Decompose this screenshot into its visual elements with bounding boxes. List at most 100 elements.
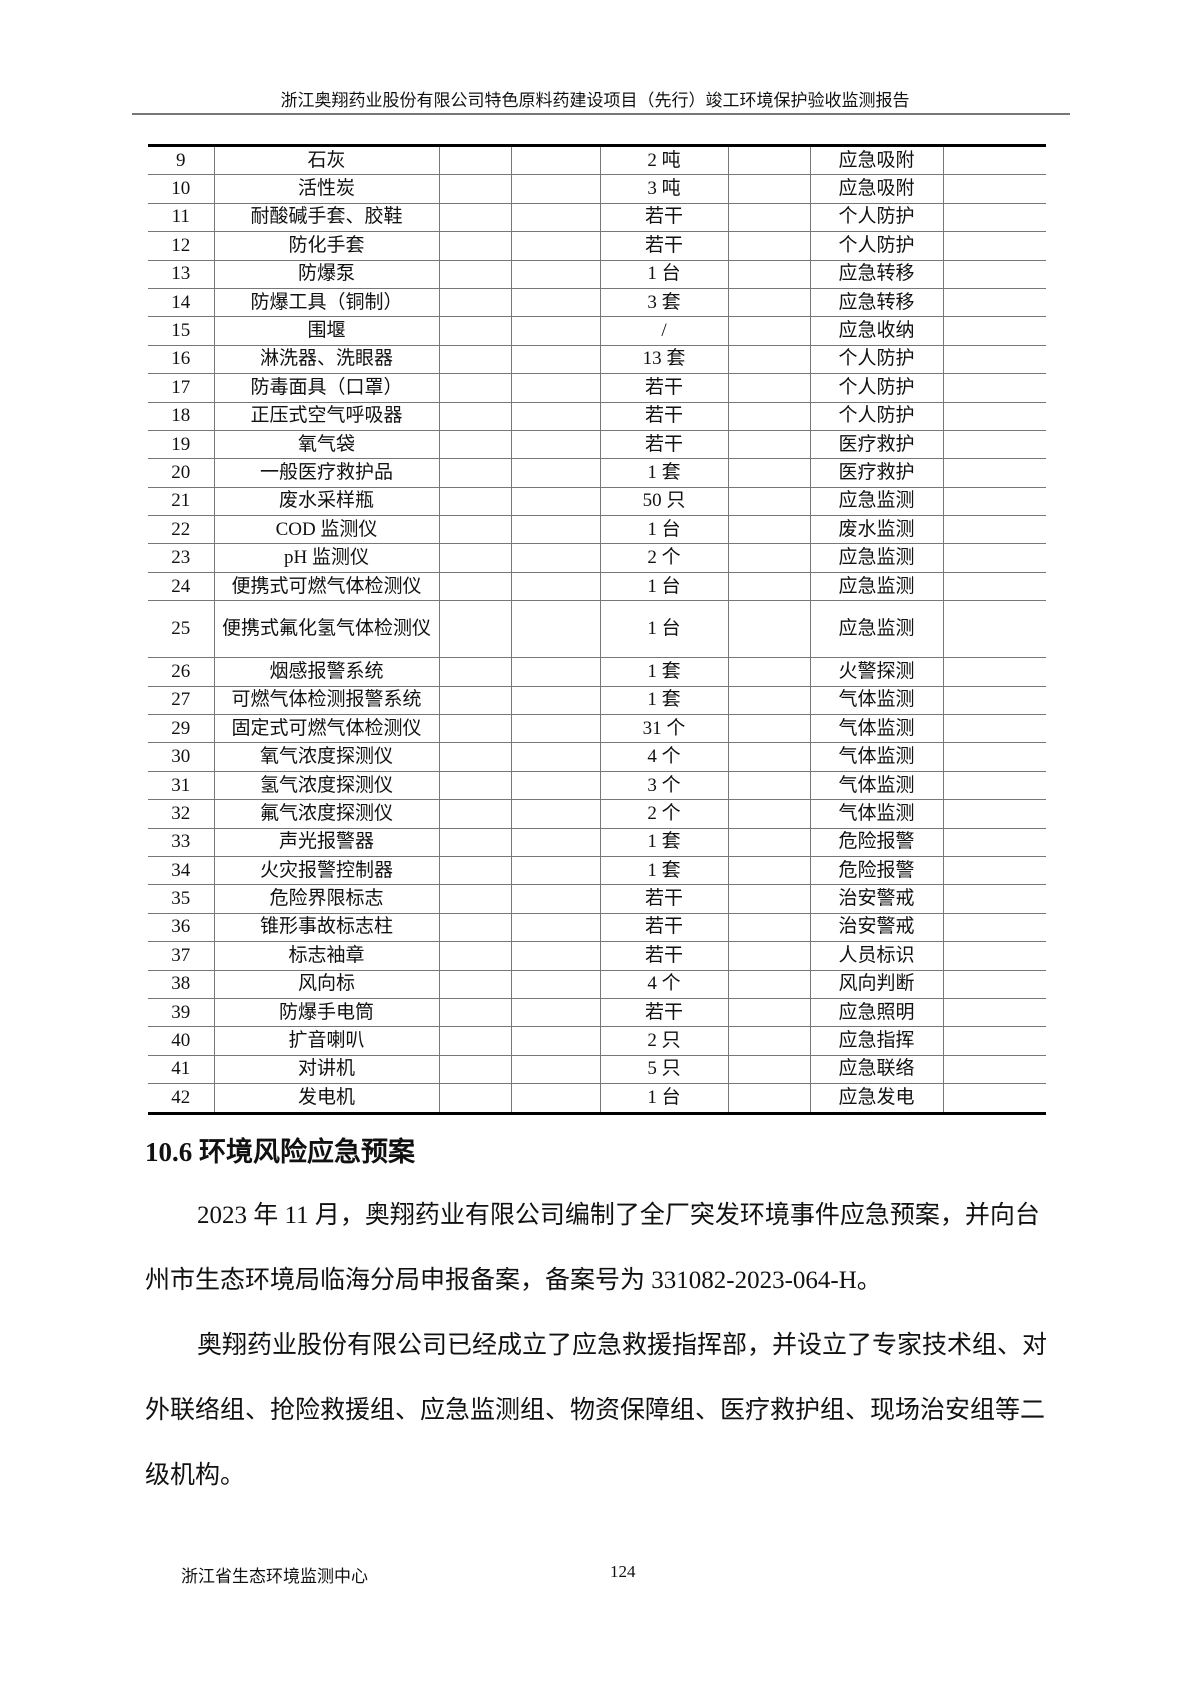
table-cell [727, 145, 811, 176]
table-row: 41 对讲机 5 只 应急联络 [148, 1054, 1046, 1085]
table-cell: 个人防护 [809, 202, 944, 233]
table-cell: 治安警戒 [809, 884, 944, 914]
table-cell [727, 912, 811, 943]
table-cell [510, 316, 601, 346]
table-cell [510, 458, 601, 488]
table-cell [510, 969, 601, 999]
table-cell: 应急监测 [809, 571, 944, 602]
table-cell [438, 1026, 512, 1056]
table-cell [942, 969, 1046, 999]
table-row: 31 氢气浓度探测仪 3 个 气体监测 [148, 770, 1046, 801]
table-cell [727, 714, 811, 744]
table-cell [942, 515, 1046, 545]
table-cell: 1 套 [599, 458, 729, 488]
table-cell [438, 770, 512, 801]
table-cell: 耐酸碱手套、胶鞋 [213, 202, 440, 233]
table-cell [438, 202, 512, 233]
table-cell [942, 401, 1046, 431]
table-cell [727, 969, 811, 999]
table-row: 15 围堰 / 应急收纳 [148, 316, 1046, 346]
table-cell [727, 202, 811, 233]
table-cell: 石灰 [213, 145, 440, 176]
table-cell [510, 714, 601, 744]
table-cell: 声光报警器 [213, 827, 440, 857]
table-cell [727, 401, 811, 431]
table-cell: 应急监测 [809, 543, 944, 573]
table-cell [510, 827, 601, 857]
table-cell [727, 486, 811, 517]
table-cell: 气体监测 [809, 742, 944, 772]
table-cell: 2 只 [599, 1026, 729, 1056]
table-cell [942, 174, 1046, 204]
table-cell: 39 [148, 997, 215, 1028]
table-cell [438, 884, 512, 914]
table-cell: 1 台 [599, 259, 729, 289]
table-cell: 若干 [599, 941, 729, 971]
paragraph-1: 2023 年 11 月，奥翔药业有限公司编制了全厂突发环境事件应急预案，并向台州… [145, 1202, 1040, 1294]
table-cell: 防爆工具（铜制） [213, 287, 440, 318]
table-cell: 34 [148, 855, 215, 886]
table-cell [438, 174, 512, 204]
table-cell [942, 1054, 1046, 1085]
table-cell: 若干 [599, 912, 729, 943]
table-cell [438, 145, 512, 176]
table-row: 14 防爆工具（铜制） 3 套 应急转移 [148, 287, 1046, 318]
table-cell: 17 [148, 373, 215, 403]
table-row: 22 COD 监测仪 1 台 废水监测 [148, 515, 1046, 545]
table-cell [438, 827, 512, 857]
paragraph-2: 奥翔药业股份有限公司已经成立了应急救援指挥部，并设立了专家技术组、对外联络组、抢… [145, 1332, 1048, 1489]
table-cell [510, 1026, 601, 1056]
table-cell: 应急监测 [809, 486, 944, 517]
table-cell [438, 344, 512, 375]
table-cell: 应急联络 [809, 1054, 944, 1085]
table-row: 9 石灰 2 吨 应急吸附 [148, 145, 1046, 176]
table-cell: 40 [148, 1026, 215, 1056]
table-cell: 应急发电 [809, 1083, 944, 1113]
table-cell [942, 685, 1046, 716]
table-row: 21 废水采样瓶 50 只 应急监测 [148, 486, 1046, 517]
table-cell [510, 145, 601, 176]
table-row: 42 发电机 1 台 应急发电 [148, 1083, 1046, 1113]
table-cell: 活性炭 [213, 174, 440, 204]
table-cell [942, 714, 1046, 744]
table-cell: 应急转移 [809, 287, 944, 318]
table-cell: 10 [148, 174, 215, 204]
table-row: 18 正压式空气呼吸器 若干 个人防护 [148, 401, 1046, 431]
table-cell [727, 657, 811, 687]
table-cell: 便携式氟化氢气体检测仪 [213, 600, 440, 659]
table-cell [727, 884, 811, 914]
table-cell: 应急吸附 [809, 174, 944, 204]
table-cell [942, 657, 1046, 687]
table-cell: 11 [148, 202, 215, 233]
table-cell [727, 799, 811, 829]
table-cell: 27 [148, 685, 215, 716]
table-cell: 2 个 [599, 799, 729, 829]
table-cell [510, 543, 601, 573]
table-cell: 若干 [599, 997, 729, 1028]
table-cell [510, 685, 601, 716]
table-row: 11 耐酸碱手套、胶鞋 若干 个人防护 [148, 202, 1046, 233]
table-cell [438, 941, 512, 971]
table-cell: 26 [148, 657, 215, 687]
table-cell: 应急吸附 [809, 145, 944, 176]
table-cell [510, 742, 601, 772]
table-cell: 若干 [599, 231, 729, 261]
table-cell: 25 [148, 600, 215, 659]
table-row: 40 扩音喇叭 2 只 应急指挥 [148, 1026, 1046, 1056]
table-cell: 若干 [599, 401, 729, 431]
table-row: 23 pH 监测仪 2 个 应急监测 [148, 543, 1046, 573]
table-cell: 33 [148, 827, 215, 857]
table-cell [438, 259, 512, 289]
table-cell [942, 855, 1046, 886]
table-cell [438, 571, 512, 602]
table-cell [510, 344, 601, 375]
table-row: 38 风向标 4 个 风向判断 [148, 969, 1046, 999]
table-row: 32 氟气浓度探测仪 2 个 气体监测 [148, 799, 1046, 829]
table-cell: 氟气浓度探测仪 [213, 799, 440, 829]
table-cell [438, 714, 512, 744]
table-cell: 扩音喇叭 [213, 1026, 440, 1056]
table-cell: 4 个 [599, 969, 729, 999]
table-cell [942, 145, 1046, 176]
table-cell: 锥形事故标志柱 [213, 912, 440, 943]
table-cell: 氧气袋 [213, 429, 440, 460]
